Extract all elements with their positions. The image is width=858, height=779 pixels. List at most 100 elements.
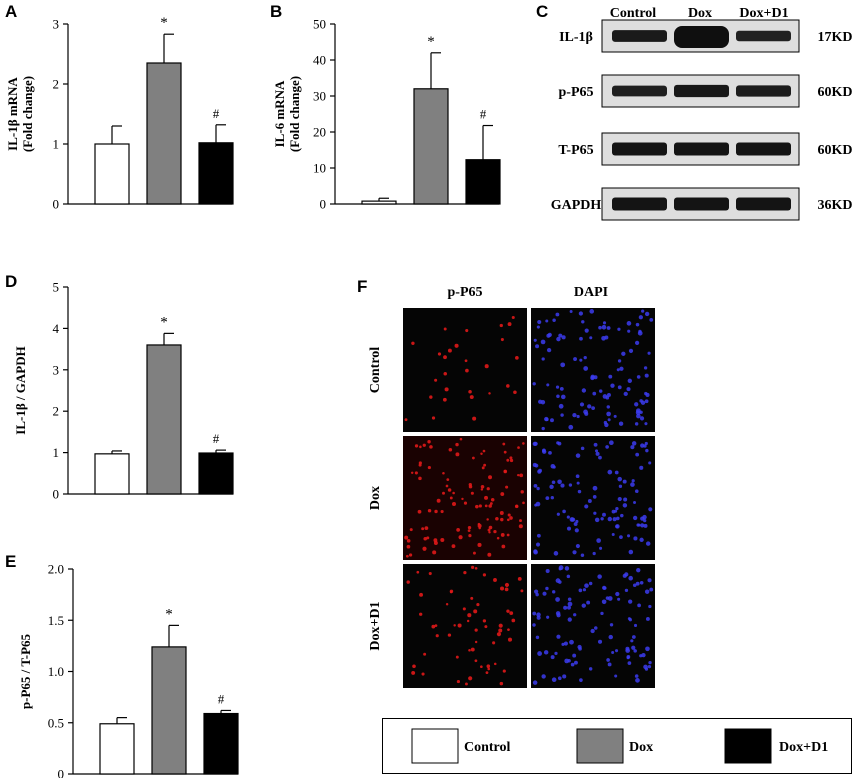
nucleus-dot: [587, 499, 592, 503]
nucleus-dot: [648, 507, 653, 512]
p65-signal-dot: [483, 463, 487, 467]
nucleus-dot: [556, 336, 561, 342]
p65-signal-dot: [506, 458, 510, 462]
nucleus-dot: [551, 677, 557, 683]
blot-band: [736, 197, 791, 211]
nucleus-dot: [562, 509, 566, 514]
panel-letter-b: B: [270, 2, 283, 21]
p65-signal-dot: [480, 452, 483, 456]
nucleus-dot: [611, 650, 615, 654]
nucleus-dot: [648, 604, 652, 609]
nucleus-dot: [538, 468, 543, 473]
nucleus-dot: [592, 485, 598, 491]
p65-signal-dot: [440, 509, 444, 514]
nucleus-dot: [640, 400, 646, 405]
nucleus-dot: [633, 649, 637, 653]
western-blot-panel: Control Dox Dox+D1 IL-1β 17KD p-P65 60KD T-P65 6…: [530, 0, 858, 240]
nucleus-dot: [644, 311, 650, 317]
p65-signal-dot: [500, 492, 505, 497]
nucleus-dot: [554, 651, 558, 656]
nucleus-dot: [581, 388, 587, 393]
nucleus-dot: [618, 421, 624, 426]
nucleus-dot: [558, 403, 564, 409]
nucleus-dot: [614, 674, 618, 678]
nucleus-dot: [607, 662, 612, 667]
chart-e-pp65-tp65: 0 0.5 1.0 1.5 2.0 p-P65 / T-P65 * #: [18, 562, 239, 779]
nucleus-dot: [577, 644, 582, 650]
blot-band: [736, 85, 791, 97]
nucleus-dot: [535, 635, 540, 640]
nucleus-dot: [618, 484, 623, 489]
nucleus-dot: [545, 586, 549, 591]
p65-signal-dot: [428, 571, 432, 576]
p65-signal-dot: [515, 355, 519, 360]
nucleus-dot: [546, 347, 552, 353]
p65-signal-dot: [426, 536, 430, 540]
p65-signal-dot: [443, 355, 447, 360]
nucleus-dot: [641, 652, 646, 658]
nucleus-dot: [555, 578, 561, 583]
nucleus-dot: [561, 335, 566, 340]
nucleus-dot: [568, 424, 574, 430]
western-blot-figure: Control Dox Dox+D1 IL-1β 17KD p-P65 60KD T-P65 6…: [551, 6, 853, 221]
p65-signal-dot: [442, 397, 447, 402]
nucleus-dot: [541, 674, 546, 679]
p65-signal-dot: [488, 531, 491, 534]
nucleus-dot: [573, 357, 578, 361]
nucleus-dot: [645, 646, 650, 652]
nucleus-dot: [636, 375, 641, 379]
nucleus-dot: [611, 509, 616, 514]
p65-signal-dot: [517, 446, 520, 449]
nucleus-dot: [606, 658, 610, 662]
nucleus-dot: [552, 590, 556, 594]
nucleus-dot: [579, 402, 585, 407]
nucleus-dot: [635, 452, 640, 457]
chart-a-y-axis-label-line2: (Fold change): [20, 76, 35, 152]
nucleus-dot: [632, 583, 637, 588]
p65-signal-dot: [447, 348, 452, 353]
blot-band: [674, 197, 729, 211]
p65-signal-dot: [477, 542, 482, 547]
nucleus-dot: [643, 523, 648, 528]
nucleus-dot: [584, 411, 589, 416]
nucleus-dot: [615, 591, 620, 597]
p65-signal-dot: [480, 488, 484, 491]
chart-d-y-tick-label: 3: [53, 362, 60, 377]
nucleus-dot: [580, 553, 585, 558]
p65-signal-dot: [421, 527, 425, 531]
blot-size-label: 17KD: [818, 30, 853, 45]
nucleus-dot: [649, 318, 654, 322]
blot-band: [612, 30, 667, 42]
nucleus-dot: [603, 586, 607, 590]
chart-e-y-tick-label: 0: [58, 767, 65, 779]
micrograph-row-label: Control: [368, 347, 383, 394]
nucleus-dot: [631, 441, 637, 446]
nucleus-dot: [644, 399, 649, 404]
p65-signal-dot: [503, 450, 507, 454]
nucleus-dot: [626, 387, 631, 392]
nucleus-dot: [592, 495, 597, 499]
p65-signal-dot: [489, 502, 493, 505]
nucleus-dot: [545, 569, 550, 574]
nucleus-dot: [535, 344, 540, 349]
nucleus-dot: [594, 517, 600, 523]
p65-signal-dot: [449, 496, 453, 500]
p65-signal-dot: [468, 676, 473, 681]
micrograph-tile: [403, 436, 527, 560]
chart-b-il6-mrna: 0 10 20 30 40 50 IL-6 mRNA (Fold change) * #: [272, 17, 501, 212]
p65-signal-dot: [500, 338, 504, 342]
chart-e-y-tick-label: 0.5: [48, 715, 64, 730]
p65-signal-dot: [435, 634, 439, 638]
micrograph-column-label: DAPI: [574, 285, 608, 300]
nucleus-dot: [617, 497, 622, 502]
legend-swatch-dox: [576, 728, 624, 764]
chart-b-y-tick-label: 30: [313, 89, 326, 104]
p65-signal-dot: [484, 504, 488, 508]
nucleus-dot: [631, 479, 635, 483]
nucleus-dot: [635, 581, 640, 586]
nucleus-dot: [636, 567, 641, 573]
blot-lane-label: Dox+D1: [739, 6, 788, 21]
p65-signal-dot: [406, 580, 410, 584]
nucleus-dot: [624, 572, 629, 577]
p65-signal-dot: [471, 565, 475, 569]
